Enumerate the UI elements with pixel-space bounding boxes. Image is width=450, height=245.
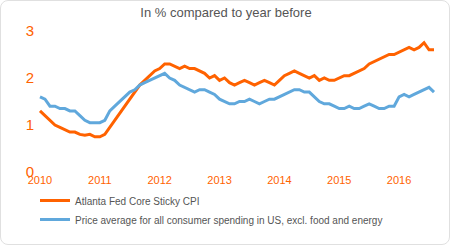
svg-text:2: 2 bbox=[26, 69, 34, 86]
svg-text:Price average for all consumer: Price average for all consumer spending … bbox=[75, 215, 382, 226]
svg-text:2015: 2015 bbox=[327, 174, 351, 186]
svg-text:3: 3 bbox=[26, 22, 34, 39]
svg-text:2010: 2010 bbox=[28, 174, 52, 186]
svg-text:In % compared to year before: In % compared to year before bbox=[140, 5, 311, 20]
svg-text:2011: 2011 bbox=[88, 174, 112, 186]
svg-text:1: 1 bbox=[26, 116, 34, 133]
svg-text:0: 0 bbox=[26, 163, 34, 180]
svg-text:2016: 2016 bbox=[387, 174, 411, 186]
svg-text:2012: 2012 bbox=[147, 174, 171, 186]
svg-text:2013: 2013 bbox=[207, 174, 231, 186]
svg-text:Atlanta Fed Core Sticky CPI: Atlanta Fed Core Sticky CPI bbox=[75, 196, 200, 207]
svg-text:2014: 2014 bbox=[267, 174, 291, 186]
